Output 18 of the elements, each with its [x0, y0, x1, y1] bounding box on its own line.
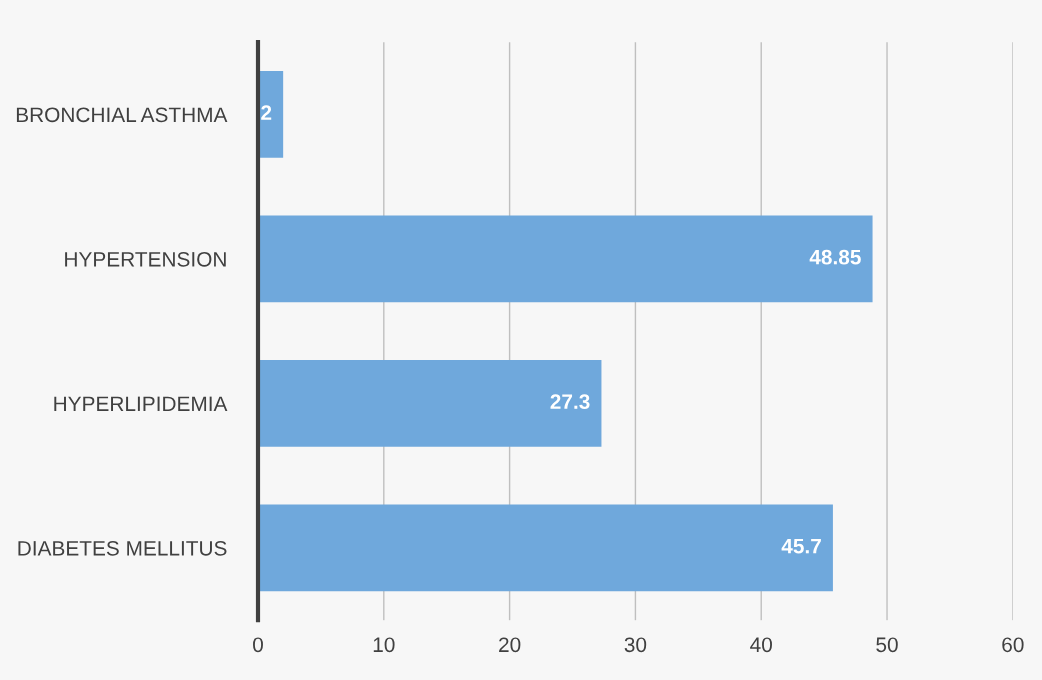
bar [258, 215, 873, 303]
y-tick-label: HYPERLIPIDEMIA [54, 396, 228, 411]
data-label: 27.3 [550, 394, 590, 410]
y-tick-label: HYPERTENSION [65, 251, 226, 267]
y-tick-label: DIABETES MELLITUS [18, 540, 227, 556]
x-tick-label: 30 [624, 637, 647, 653]
data-label: 48.85 [809, 249, 861, 265]
y-tick-label: BRONCHIAL ASTHMA [16, 107, 228, 123]
bar [258, 504, 833, 592]
data-label: 2 [261, 105, 272, 120]
data-label: 45.7 [781, 538, 821, 554]
bar [258, 360, 602, 447]
x-tick-label: 0 [253, 637, 263, 653]
x-tick-label: 50 [876, 637, 898, 653]
x-tick-label: 60 [1002, 637, 1024, 653]
x-tick-label: 40 [750, 637, 772, 653]
x-tick-label: 10 [373, 637, 395, 653]
x-tick-label: 20 [499, 637, 521, 653]
